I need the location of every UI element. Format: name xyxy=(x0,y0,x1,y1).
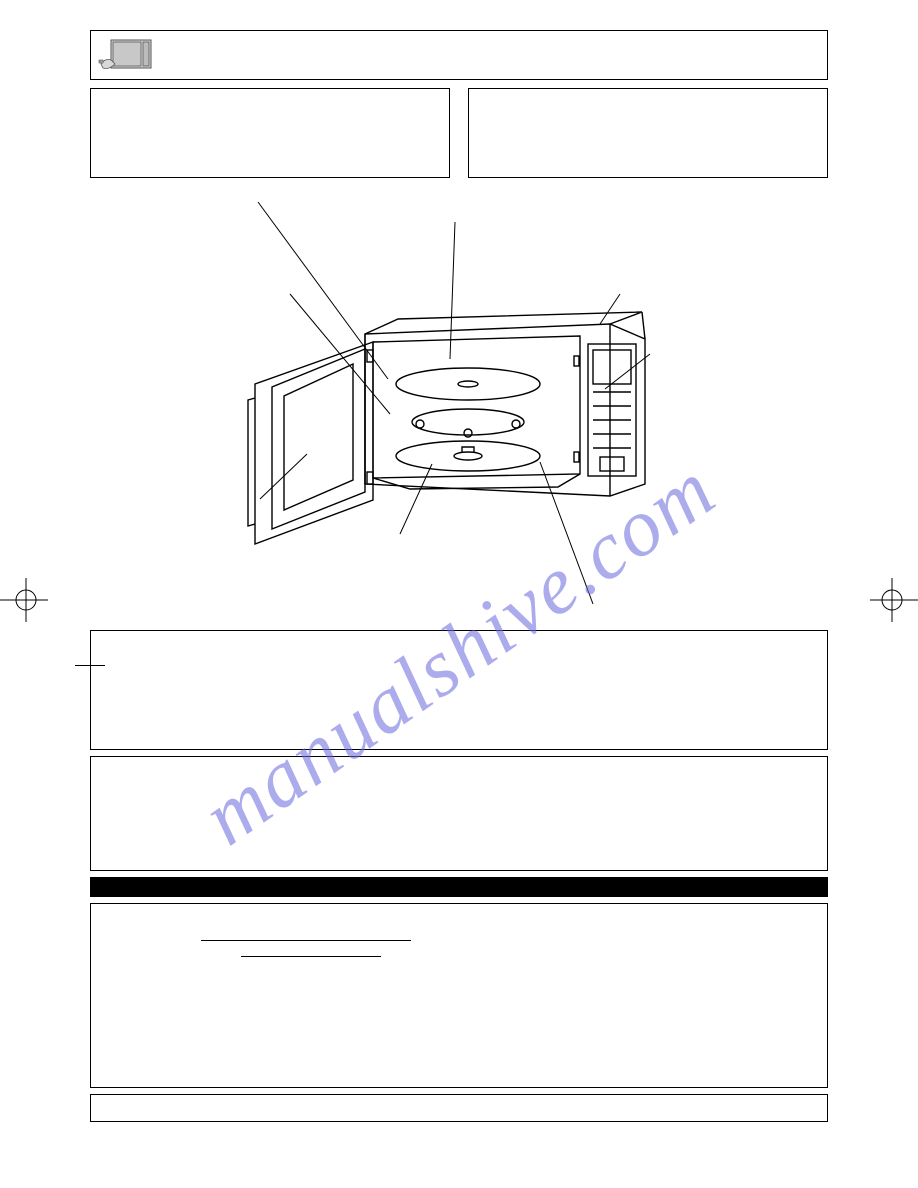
right-info-box xyxy=(468,88,828,178)
small-rule xyxy=(75,665,105,666)
section-box-2 xyxy=(90,756,828,871)
manual-page xyxy=(0,0,918,1188)
header-box xyxy=(90,30,828,80)
crop-mark-left xyxy=(0,570,48,630)
parts-diagram xyxy=(90,184,828,624)
left-info-box xyxy=(90,88,450,178)
microwave-hand-icon xyxy=(97,34,157,76)
underline-2 xyxy=(241,956,381,957)
crop-mark-right xyxy=(870,570,918,630)
section-box-1 xyxy=(90,630,828,750)
underline-1 xyxy=(201,940,411,941)
section-heading-bar xyxy=(90,877,828,897)
section-box-3 xyxy=(90,903,828,1088)
two-column-row xyxy=(90,88,828,178)
microwave-line-diagram xyxy=(90,184,828,624)
section-box-4 xyxy=(90,1094,828,1122)
